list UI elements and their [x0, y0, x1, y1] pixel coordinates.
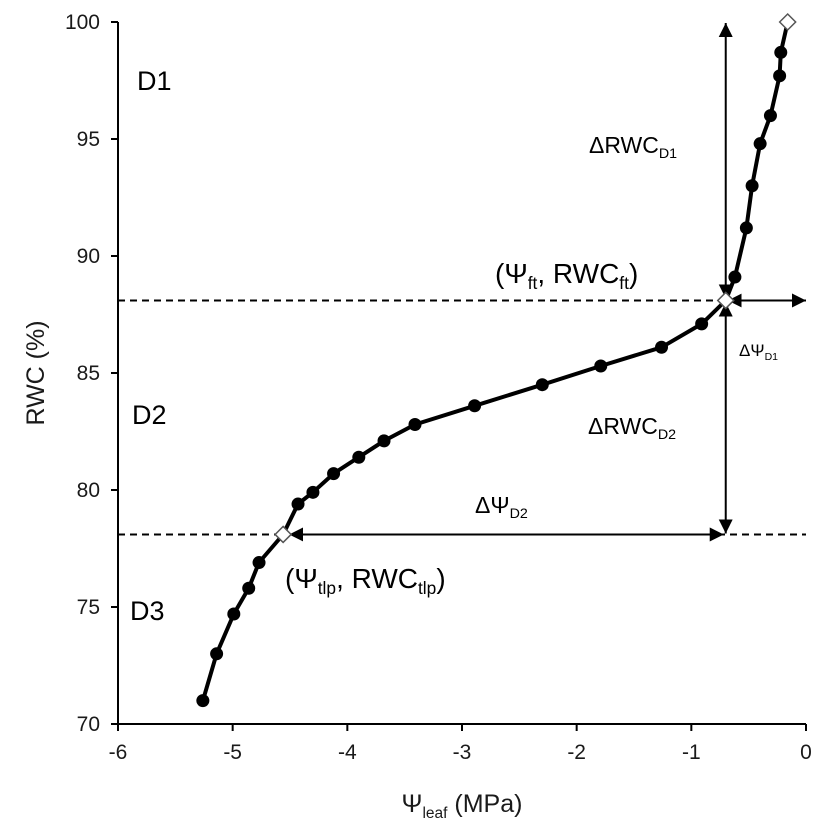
region-label-d3: D3 [130, 596, 165, 626]
data-point [291, 497, 305, 511]
x-tick-label: -2 [567, 741, 586, 764]
data-points [196, 45, 788, 708]
y-tick-label: 75 [77, 596, 100, 619]
full-turgor-point-marker [716, 291, 735, 310]
delta-rwc-d2-label: ΔRWCD2 [588, 413, 676, 443]
y-tick-label: 70 [77, 713, 100, 736]
delta-arrows [289, 23, 806, 542]
data-point [535, 378, 549, 392]
y-tick-label: 85 [77, 362, 100, 385]
x-tick-label: -3 [453, 741, 472, 764]
data-point [695, 317, 709, 331]
x-tick-label: 0 [800, 741, 812, 764]
turgor-loss-point-label: (Ψtlp, RWCtlp) [285, 563, 446, 598]
data-point [468, 399, 482, 413]
data-point [352, 450, 366, 464]
data-point [594, 359, 608, 373]
region-label-d2: D2 [132, 400, 167, 430]
data-point [745, 179, 759, 193]
y-axis-ticks: 70 75 80 85 90 95 100 [65, 11, 118, 736]
x-axis-title: Ψleaf (MPa) [402, 790, 523, 819]
data-point [210, 647, 224, 661]
reference-lines [118, 299, 806, 536]
turgor-loss-point-marker [274, 525, 293, 544]
y-axis-title: RWC (%) [22, 320, 50, 425]
saturation-point-marker [778, 12, 797, 32]
data-point [227, 607, 241, 621]
data-point [252, 556, 266, 570]
data-point [773, 69, 787, 83]
data-point [327, 467, 341, 481]
x-axis-title-symbol: Ψ [402, 790, 423, 818]
region-label-d1: D1 [137, 66, 172, 96]
landmark-points [274, 12, 797, 544]
data-point [196, 694, 210, 708]
y-tick-label: 95 [77, 128, 100, 151]
x-tick-label: -5 [223, 741, 242, 764]
data-point [408, 417, 422, 431]
y-tick-label: 100 [65, 11, 100, 34]
data-point [753, 137, 767, 151]
delta-psi-d2-label: ΔΨD2 [475, 492, 528, 522]
y-tick-label: 90 [77, 245, 100, 268]
axes: 70 75 80 85 90 95 100 -6 -5 -4 -3 -2 -1 0 [65, 11, 812, 764]
data-point [774, 45, 788, 59]
data-point [377, 434, 391, 448]
data-point [763, 109, 777, 123]
x-tick-label: -6 [109, 741, 128, 764]
data-point [655, 340, 669, 354]
x-axis-title-subscript: leaf [422, 805, 448, 819]
x-axis-title-unit: (MPa) [447, 790, 522, 818]
data-point [306, 485, 320, 499]
rwc-curve-line [200, 20, 790, 703]
delta-psi-d1-label: ΔΨD1 [739, 341, 778, 363]
x-tick-label: -4 [338, 741, 357, 764]
x-axis-ticks: -6 -5 -4 -3 -2 -1 0 [109, 724, 812, 764]
x-tick-label: -1 [682, 741, 701, 764]
data-point [242, 581, 256, 595]
y-tick-label: 80 [77, 479, 100, 502]
delta-rwc-d1-label: ΔRWCD1 [589, 132, 677, 162]
data-point [739, 221, 753, 235]
full-turgor-point-label: (Ψft, RWCft) [495, 258, 638, 293]
data-point [728, 270, 742, 284]
